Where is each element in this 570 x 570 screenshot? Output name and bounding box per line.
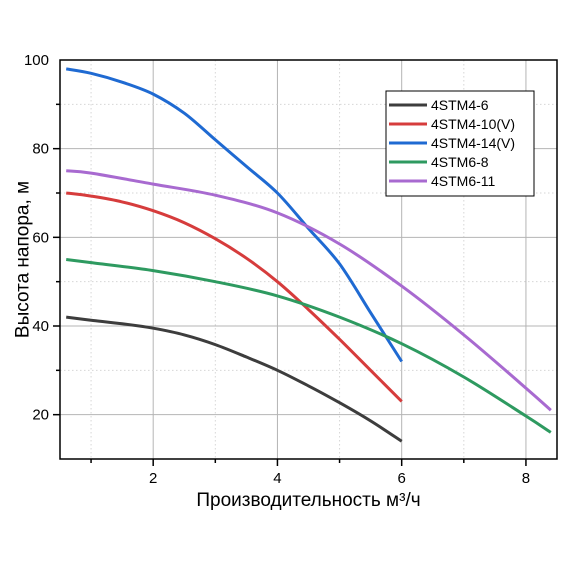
series-line-4 [66, 169, 552, 412]
legend-label: 4STM4-14(V) [431, 135, 515, 151]
series-lines [65, 67, 552, 443]
y-tick-label: 60 [32, 229, 49, 246]
series-line-1 [66, 191, 403, 403]
legend-label: 4STM6-8 [431, 154, 489, 170]
axis-ticks: 2 4 6 8 20 40 60 80 100 [24, 52, 530, 487]
x-axis-title: Производительность м³/ч [196, 490, 420, 511]
x-tick-label: 6 [398, 470, 406, 487]
legend-label: 4STM4-6 [431, 97, 489, 113]
x-tick-label: 2 [149, 470, 157, 487]
legend-label: 4STM4-10(V) [431, 116, 515, 132]
y-tick-label: 80 [32, 141, 49, 158]
series-line-3 [66, 258, 552, 434]
plot-frame [59, 59, 558, 460]
series-line-2 [65, 67, 403, 363]
y-axis-title: Высота напора, м [13, 181, 34, 338]
x-tick-label: 8 [522, 470, 530, 487]
legend-label: 4STM6-11 [431, 173, 496, 189]
x-tick-label: 4 [273, 470, 281, 487]
series-line-0 [65, 315, 403, 443]
y-tick-label: 100 [24, 52, 49, 69]
y-tick-label: 20 [32, 407, 49, 424]
legend: 4STM4-6 4STM4-10(V) 4STM4-14(V) 4STM6-8 4STM… [385, 90, 535, 197]
y-tick-label: 40 [32, 318, 49, 335]
